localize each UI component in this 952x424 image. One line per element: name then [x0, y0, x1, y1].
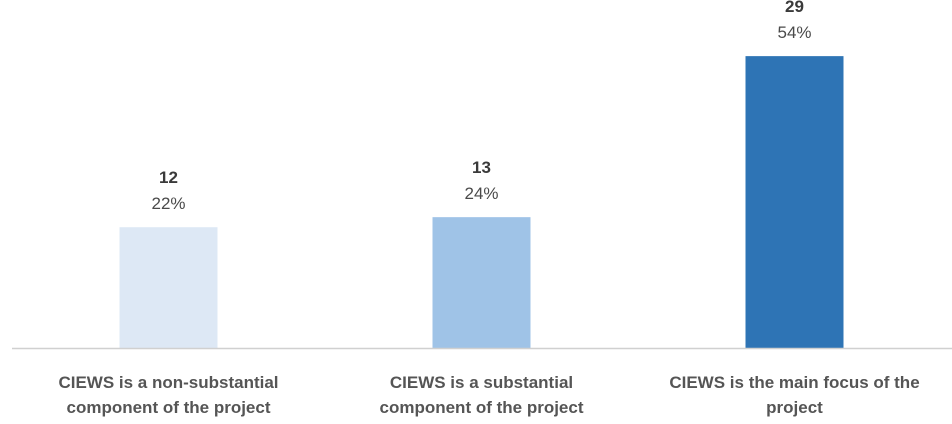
category-label-1: CIEWS is a non-substantial component of t…	[58, 373, 278, 417]
bar-1	[119, 227, 218, 348]
category-label-3-line-1: CIEWS is the main focus of the	[669, 373, 919, 392]
bar-3-count-label: 29	[785, 0, 804, 16]
bar-2-percent-label: 24%	[464, 184, 498, 203]
bar-1-count-label: 12	[159, 168, 178, 187]
category-label-2-line-2: component of the project	[380, 398, 584, 417]
bar-2-count-label: 13	[472, 158, 491, 177]
category-label-1-line-2: component of the project	[67, 398, 271, 417]
bar-3-percent-label: 54%	[777, 23, 811, 42]
category-label-2-line-1: CIEWS is a substantial	[390, 373, 573, 392]
bar-1-percent-label: 22%	[151, 194, 185, 213]
bars-layer	[119, 56, 844, 349]
category-label-1-line-1: CIEWS is a non-substantial	[58, 373, 278, 392]
category-label-3-line-2: project	[766, 398, 823, 417]
category-label-3: CIEWS is the main focus of the project	[669, 373, 919, 417]
labels-layer: 12 22% CIEWS is a non-substantial component…	[58, 0, 919, 417]
bar-2	[432, 217, 531, 348]
category-label-2: CIEWS is a substantial component of the p…	[380, 373, 584, 417]
bar-3	[745, 56, 844, 349]
